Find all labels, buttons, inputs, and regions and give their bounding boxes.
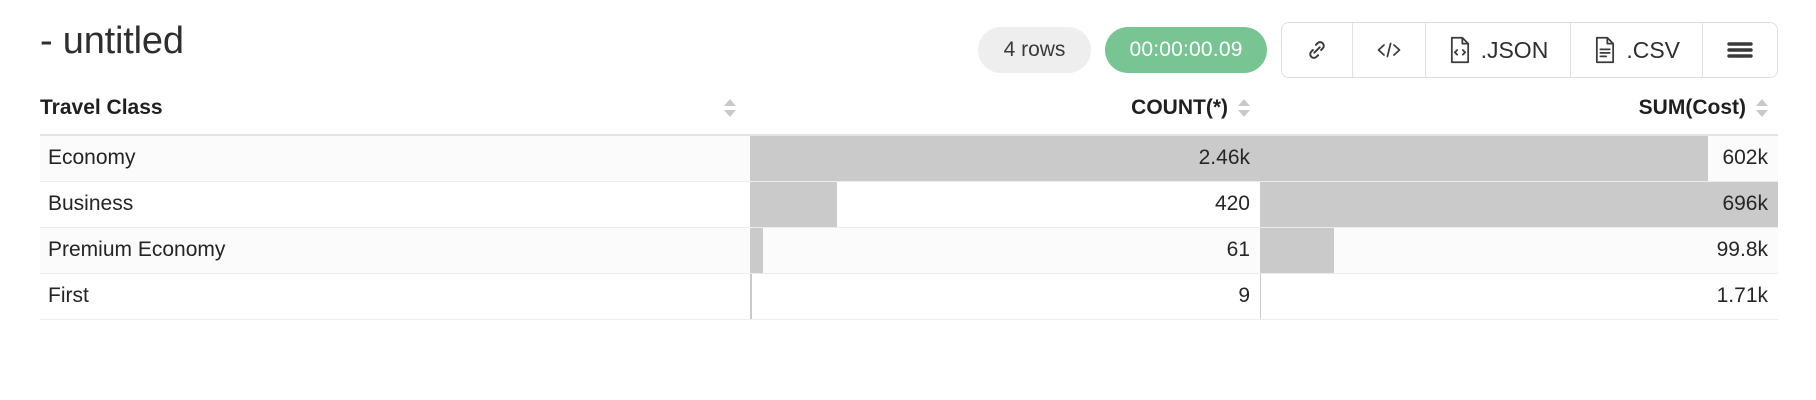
bar-fill — [1260, 136, 1709, 180]
column-header-count[interactable]: COUNT(*) — [750, 96, 1260, 136]
cell-sum-value: 602k — [1722, 146, 1768, 170]
table-row[interactable]: Business 420 696k — [40, 181, 1778, 228]
bar-fill — [1260, 273, 1262, 318]
column-label-count: COUNT(*) — [1131, 96, 1228, 119]
cell-travel-class: Business — [40, 181, 750, 228]
results-table-wrapper: Travel Class COUNT(*) SUM(Cost) — [40, 96, 1778, 320]
bar-fill — [750, 227, 763, 272]
column-header-sum-cost[interactable]: SUM(Cost) — [1260, 96, 1778, 136]
column-label-travel-class: Travel Class — [40, 96, 163, 119]
table-header-row: Travel Class COUNT(*) SUM(Cost) — [40, 96, 1778, 136]
results-table: Travel Class COUNT(*) SUM(Cost) — [40, 96, 1778, 320]
share-link-button[interactable] — [1281, 23, 1353, 77]
header-toolbar: 4 rows 00:00:00.09 — [977, 22, 1778, 78]
hamburger-icon — [1725, 39, 1755, 61]
export-csv-button[interactable]: .CSV — [1571, 23, 1703, 77]
cell-sum-cost: 1.71k — [1260, 273, 1778, 320]
table-body: Economy 2.46k 602k Business 420 — [40, 135, 1778, 320]
bar-fill — [750, 273, 753, 318]
export-json-button[interactable]: .JSON — [1425, 23, 1572, 77]
cell-travel-class: First — [40, 273, 750, 320]
page-title: - untitled — [40, 20, 184, 62]
cell-count: 61 — [750, 227, 1260, 274]
cell-count-value: 2.46k — [1198, 146, 1250, 170]
export-button-group: .JSON .CSV — [1280, 22, 1778, 78]
cell-travel-class: Premium Economy — [40, 227, 750, 274]
cell-sum-cost: 602k — [1260, 135, 1778, 182]
link-icon — [1304, 37, 1330, 63]
cell-count: 9 — [750, 273, 1260, 320]
bar-fill — [750, 181, 838, 226]
result-header: - untitled 4 rows 00:00:00.09 — [0, 0, 1816, 92]
bar-fill — [750, 136, 1260, 180]
cell-count-value: 9 — [1238, 284, 1250, 307]
file-csv-icon — [1593, 36, 1617, 64]
cell-count-value: 61 — [1226, 238, 1250, 261]
cell-count-value: 420 — [1214, 192, 1250, 215]
export-json-label: .JSON — [1480, 36, 1549, 63]
sort-icon[interactable] — [1238, 98, 1250, 118]
file-json-icon — [1448, 36, 1472, 64]
cell-sum-value: 1.71k — [1716, 284, 1768, 307]
cell-sum-cost: 99.8k — [1260, 227, 1778, 274]
bar-fill — [1260, 227, 1335, 272]
column-label-sum-cost: SUM(Cost) — [1638, 96, 1746, 119]
sort-icon[interactable] — [724, 98, 736, 118]
table-row[interactable]: Economy 2.46k 602k — [40, 135, 1778, 182]
query-timer-badge: 00:00:00.09 — [1105, 27, 1267, 73]
menu-button[interactable] — [1703, 23, 1777, 77]
embed-code-button[interactable] — [1352, 23, 1426, 77]
table-row[interactable]: Premium Economy 61 99.8k — [40, 227, 1778, 274]
bar-fill — [1260, 181, 1778, 226]
code-icon — [1375, 38, 1403, 62]
sort-icon[interactable] — [1756, 98, 1768, 118]
cell-sum-value: 696k — [1722, 192, 1768, 215]
table-row[interactable]: First 9 1.71k — [40, 273, 1778, 320]
cell-travel-class: Economy — [40, 135, 750, 182]
column-header-travel-class[interactable]: Travel Class — [40, 96, 750, 136]
export-csv-label: .CSV — [1626, 36, 1680, 63]
cell-sum-cost: 696k — [1260, 181, 1778, 228]
cell-count: 2.46k — [750, 135, 1260, 182]
row-count-badge: 4 rows — [977, 27, 1092, 73]
cell-sum-value: 99.8k — [1716, 238, 1768, 261]
cell-count: 420 — [750, 181, 1260, 228]
